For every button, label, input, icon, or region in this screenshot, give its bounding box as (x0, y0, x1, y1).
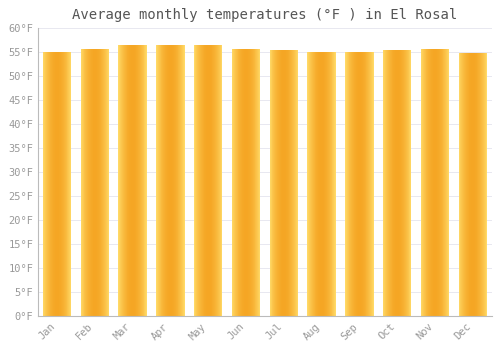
Title: Average monthly temperatures (°F ) in El Rosal: Average monthly temperatures (°F ) in El… (72, 8, 458, 22)
